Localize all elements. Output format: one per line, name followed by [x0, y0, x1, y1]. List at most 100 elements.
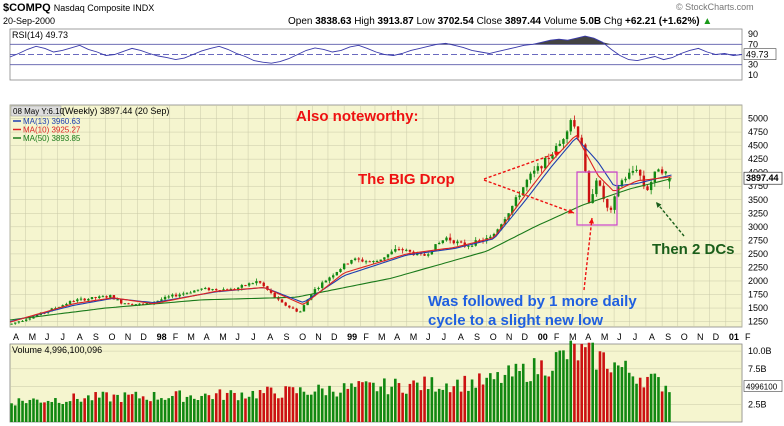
candle-body [299, 311, 302, 313]
candle-body [467, 245, 470, 247]
symbol: $COMPQ [3, 2, 51, 14]
candle-body [94, 297, 97, 299]
candle-body [145, 303, 148, 305]
volume-bar [573, 343, 576, 422]
volume-bar [609, 372, 613, 422]
then-2-dcs-arrow-head [656, 202, 662, 208]
candle-body [624, 178, 627, 181]
volume-bar [368, 382, 372, 422]
volume-bar [584, 347, 587, 422]
volume-bar [116, 394, 119, 422]
volume-bar [134, 391, 138, 422]
candle-body [668, 178, 671, 182]
volume-bar [518, 371, 521, 422]
candle-body [496, 229, 499, 234]
candle-body [167, 296, 170, 298]
price-tick-label: 4250 [748, 154, 768, 164]
big-drop-arrow-bottom-head [568, 208, 574, 214]
volume-bar [510, 376, 514, 422]
volume-bar [251, 390, 255, 422]
candle-body [266, 286, 269, 290]
volume-bar [554, 352, 558, 422]
candle-body [346, 263, 350, 265]
volume-bar [616, 365, 620, 422]
volume-bar [485, 377, 488, 422]
volume-bar [277, 398, 280, 422]
x-tick-label: F [554, 332, 560, 342]
candle-body [558, 143, 561, 146]
candle-body [507, 213, 510, 220]
candle-body [657, 169, 660, 172]
annotation-followed-line2: cycle to a slight new low [428, 312, 603, 329]
price-tick-label: 3000 [748, 222, 768, 232]
volume-bar [273, 393, 277, 422]
volume-bar [459, 391, 463, 422]
volume-bar [437, 388, 441, 422]
candle-body [441, 240, 445, 243]
x-tick-label: S [283, 332, 289, 342]
volume-bar [324, 395, 328, 422]
volume-bar [587, 342, 591, 422]
open-label: Open [288, 16, 313, 27]
candle-body [196, 289, 200, 291]
candle-body [383, 257, 386, 260]
candle-body [28, 318, 32, 320]
candle-body [660, 169, 664, 174]
volume-bar [112, 394, 116, 422]
volume-bar [90, 400, 94, 422]
volume-bar [595, 369, 598, 422]
chg-up-arrow-icon: ▲ [702, 16, 713, 27]
price-tick-label: 2250 [748, 262, 768, 272]
volume-bar [598, 351, 602, 422]
x-tick-label: N [125, 332, 132, 342]
volume-bar [35, 399, 39, 422]
volume-bar [514, 363, 518, 422]
candle-body [511, 205, 514, 214]
candle-body [222, 289, 225, 291]
volume-bar [346, 388, 350, 422]
candle-body [280, 299, 284, 303]
x-tick-label: 98 [157, 332, 167, 342]
candle-body [522, 187, 525, 196]
x-tick-label: D [331, 332, 338, 342]
high-value: 3913.87 [377, 16, 414, 27]
volume-bar [145, 399, 149, 422]
x-tick-label: M [569, 332, 577, 342]
x-tick-label: A [458, 332, 464, 342]
volume-bar [193, 398, 196, 422]
volume-bar [39, 402, 43, 422]
volume-bar [375, 391, 379, 422]
candle-body [35, 314, 39, 317]
volume-bar [408, 383, 412, 422]
chg-label: Chg [603, 16, 623, 27]
candle-body [375, 261, 379, 263]
volume-bar [108, 401, 112, 422]
candle-body [562, 139, 565, 144]
price-tick-label: 2000 [748, 276, 768, 286]
volume-bar [255, 398, 258, 422]
volume-bar [397, 383, 401, 422]
volume-bar [57, 402, 61, 422]
price-tick-label: 3750 [748, 181, 768, 191]
x-tick-label: J [442, 332, 447, 342]
volume-bar [152, 391, 156, 422]
x-tick-label: A [394, 332, 400, 342]
candle-body [174, 294, 178, 297]
volume-bar [266, 386, 269, 422]
x-tick-label: N [315, 332, 322, 342]
volume-bar [222, 399, 225, 422]
chart-symbol-header: $COMPQ Nasdaq Composite INDX [3, 2, 154, 14]
volume-bar [156, 399, 160, 422]
candle-body [445, 237, 448, 241]
volume-bar [247, 396, 251, 422]
volume-bar [149, 401, 152, 422]
candle-body [215, 289, 218, 291]
volume-bar [328, 385, 331, 422]
candle-body [291, 307, 295, 309]
candle-body [613, 196, 616, 210]
x-tick-label: D [713, 332, 720, 342]
candle-body [434, 244, 437, 252]
candle-body [87, 299, 90, 301]
candle-body [631, 170, 635, 173]
volume-bar [547, 376, 551, 422]
